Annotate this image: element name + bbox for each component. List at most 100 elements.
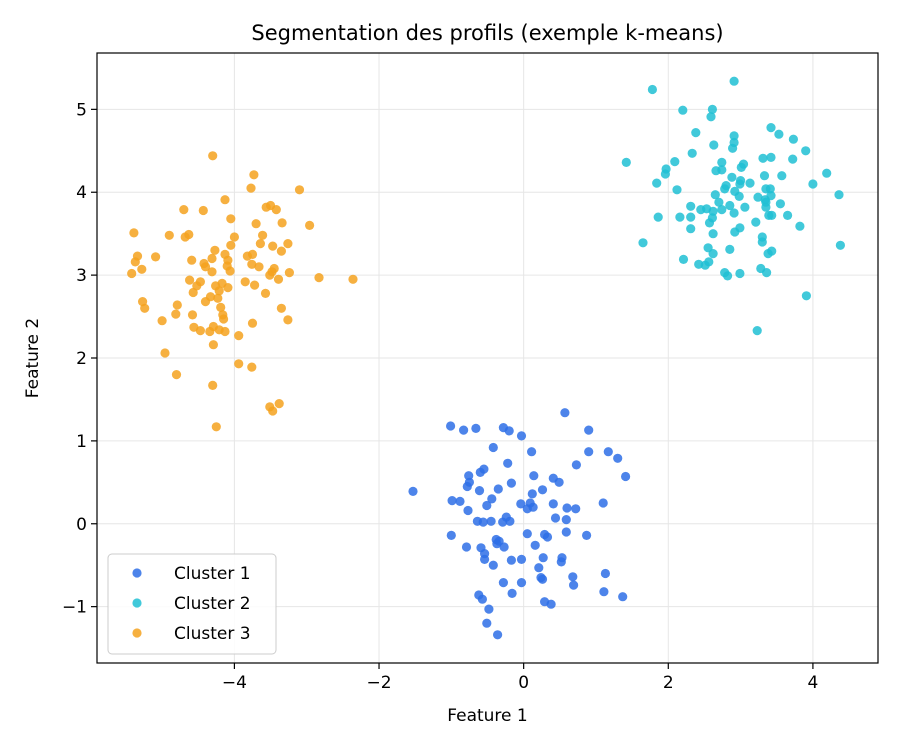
data-point — [584, 425, 594, 435]
data-point — [777, 171, 787, 181]
series-1 — [408, 408, 631, 640]
data-point — [486, 516, 496, 526]
data-point — [255, 239, 265, 249]
data-point — [808, 179, 818, 189]
data-point — [548, 499, 558, 509]
data-points — [127, 76, 846, 640]
data-point — [482, 500, 492, 511]
data-point — [600, 568, 611, 579]
data-point — [171, 309, 181, 319]
legend-box — [107, 553, 277, 655]
data-point — [706, 112, 716, 122]
data-point — [598, 498, 608, 508]
data-point — [686, 224, 696, 234]
y-tick-label: 3 — [76, 266, 87, 286]
data-point — [208, 340, 218, 350]
data-point — [653, 212, 663, 222]
data-point — [247, 362, 257, 372]
legend-marker — [132, 598, 142, 608]
data-point — [766, 123, 776, 133]
data-point — [130, 257, 140, 267]
y-tick-label: 5 — [76, 100, 87, 120]
data-point — [788, 154, 798, 164]
data-point — [276, 303, 286, 313]
data-point — [730, 227, 740, 237]
data-point — [216, 302, 226, 312]
data-point — [188, 287, 198, 298]
data-point — [660, 169, 671, 179]
data-point — [493, 630, 503, 640]
data-point — [172, 300, 182, 310]
data-point — [638, 238, 648, 248]
data-point — [229, 232, 239, 242]
legend-label: Cluster 2 — [174, 594, 251, 614]
data-point — [219, 314, 229, 324]
data-point — [211, 281, 221, 291]
data-point — [678, 254, 689, 264]
data-point — [542, 532, 553, 542]
data-point — [763, 249, 773, 259]
data-point — [516, 431, 527, 441]
data-point — [283, 239, 293, 249]
data-point — [265, 270, 275, 280]
data-point — [187, 255, 197, 265]
data-point — [687, 148, 697, 158]
y-tick-label: 0 — [76, 515, 87, 535]
x-axis-ticks: −4 −2 0 2 4 — [222, 663, 818, 693]
data-point — [734, 191, 744, 201]
data-point — [670, 157, 680, 167]
data-point — [686, 201, 696, 211]
data-point — [766, 152, 776, 162]
data-point — [446, 530, 456, 541]
data-point — [717, 157, 727, 167]
data-point — [546, 599, 556, 609]
data-point — [729, 131, 739, 141]
data-point — [774, 129, 784, 139]
data-point — [752, 326, 762, 336]
data-point — [283, 315, 293, 325]
data-point — [271, 205, 281, 215]
data-point — [207, 267, 217, 277]
data-point — [652, 178, 662, 188]
data-point — [757, 237, 767, 247]
data-point — [226, 240, 236, 250]
data-point — [220, 195, 230, 205]
data-point — [621, 471, 631, 482]
grid-lines — [97, 53, 878, 663]
data-point — [240, 277, 250, 287]
data-point — [506, 478, 516, 488]
data-point — [164, 230, 174, 240]
data-point — [151, 252, 161, 262]
data-point — [498, 578, 508, 588]
data-point — [487, 494, 497, 504]
data-point — [207, 253, 217, 264]
data-point — [571, 504, 581, 514]
data-point — [561, 527, 571, 537]
data-point — [696, 205, 706, 215]
data-point — [305, 220, 315, 230]
data-point — [268, 406, 278, 416]
data-point — [484, 604, 494, 614]
data-point — [537, 485, 548, 495]
data-point — [189, 322, 199, 332]
data-point — [725, 244, 735, 254]
data-point — [801, 146, 811, 156]
data-point — [504, 426, 514, 436]
data-point — [506, 555, 516, 565]
data-point — [268, 241, 278, 251]
data-point — [250, 280, 260, 290]
data-point — [220, 326, 230, 337]
data-point — [783, 210, 793, 220]
data-point — [274, 399, 284, 409]
y-tick-label: 2 — [76, 349, 87, 369]
data-point — [478, 517, 488, 527]
data-point — [529, 471, 539, 481]
data-point — [284, 268, 294, 278]
series-2 — [621, 76, 846, 336]
data-point — [461, 542, 472, 552]
data-point — [208, 151, 218, 161]
data-point — [503, 458, 513, 468]
data-point — [234, 359, 244, 369]
data-point — [562, 503, 572, 513]
